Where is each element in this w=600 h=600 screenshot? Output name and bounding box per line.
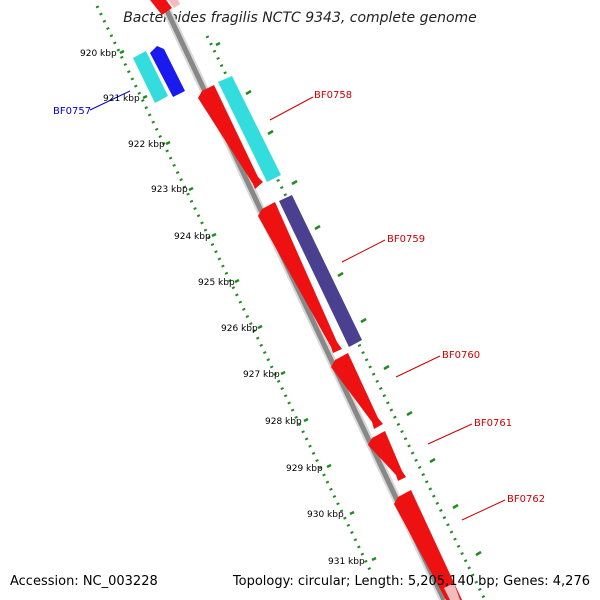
scale-label: 925 kbp xyxy=(198,278,235,288)
gene-bf0762 xyxy=(394,490,462,600)
gene-label-bf0758: BF0758 xyxy=(314,90,352,101)
gene-label-bf0762: BF0762 xyxy=(507,494,545,505)
gene-bf0758 xyxy=(198,76,281,189)
scale-label: 924 kbp xyxy=(174,232,211,242)
map-title: Bacteroides fragilis NCTC 9343, complete… xyxy=(123,10,477,26)
leader-lines xyxy=(89,90,506,521)
scale-label: 921 kbp xyxy=(103,94,140,104)
scale-label: 922 kbp xyxy=(128,140,165,150)
ruler-track-inner xyxy=(95,5,372,571)
scale-label: 926 kbp xyxy=(221,324,258,334)
gene-bf0759 xyxy=(258,195,362,353)
gene-bf0760 xyxy=(331,353,383,429)
scale-label: 931 kbp xyxy=(328,557,365,567)
scale-label: 930 kbp xyxy=(307,510,344,520)
gene-bf0761 xyxy=(368,431,406,481)
scale-label: 920 kbp xyxy=(80,49,117,59)
gene-labels: BF0757 BF0758 BF0759 BF0760 BF0761 BF076… xyxy=(53,90,545,505)
accession-text: Accession: NC_003228 xyxy=(10,574,158,589)
scale-label: 928 kbp xyxy=(265,417,302,427)
scale-label: 929 kbp xyxy=(286,464,323,474)
scale-labels: 920 kbp 921 kbp 922 kbp 923 kbp 924 kbp … xyxy=(80,49,365,567)
outer-major-ticks xyxy=(215,41,482,557)
genome-summary-text: Topology: circular; Length: 5,205,140 bp… xyxy=(232,574,590,589)
inner-major-ticks xyxy=(119,49,377,562)
gene-label-bf0761: BF0761 xyxy=(474,418,512,429)
gene-top-partial xyxy=(150,0,180,15)
gene-label-bf0757: BF0757 xyxy=(53,106,91,117)
gene-bf0757 xyxy=(133,46,185,103)
gene-label-bf0760: BF0760 xyxy=(442,350,480,361)
scale-label: 923 kbp xyxy=(151,185,188,195)
scale-label: 927 kbp xyxy=(243,370,280,380)
gene-label-bf0759: BF0759 xyxy=(387,234,425,245)
